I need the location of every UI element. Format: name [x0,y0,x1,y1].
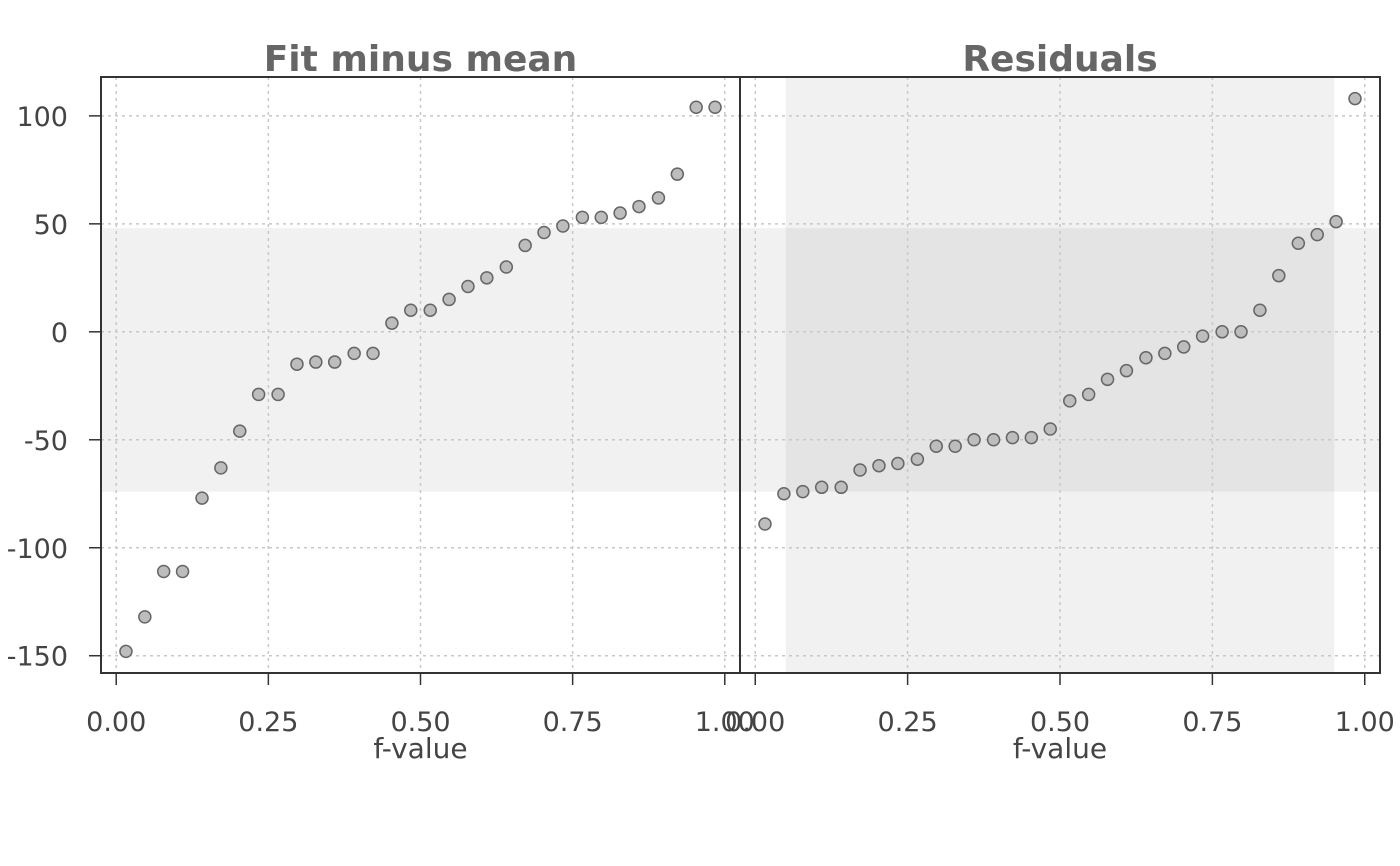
data-point [1195,329,1210,343]
data-point [834,480,848,495]
y-tick-label: 0 [51,318,68,349]
x-tick-label: 0.75 [1182,707,1242,738]
data-point [385,316,399,330]
data-point [1253,303,1267,317]
data-point [575,210,590,225]
x-axis-title: f-value [1013,732,1107,765]
x-tick-label: 0.00 [86,707,146,738]
y-tick-label: -150 [7,642,68,673]
x-axis-title: f-value [373,732,467,765]
data-point [670,167,685,181]
data-point [651,191,666,205]
x-tick-label: 0.50 [1030,707,1090,738]
data-point [1215,325,1229,339]
data-point [1119,363,1134,378]
data-point [594,210,608,225]
data-point [1158,346,1172,361]
data-point [967,433,981,447]
data-point [175,564,190,579]
panel-fit-minus-mean: Fit minus mean 0.00 0.25 0.50 0.75 1.00 f-valu… [86,39,755,765]
data-point [910,452,925,466]
x-tick-label: 0.75 [543,707,603,738]
data-point [195,491,209,505]
data-point [499,260,514,274]
data-point [156,564,171,579]
data-point [347,346,361,361]
data-point [986,433,1001,447]
data-point [271,387,285,402]
data-point [1348,91,1362,106]
data-point [814,480,829,495]
data-point [518,238,532,253]
panel-title: Residuals [962,39,1157,80]
data-point [948,439,962,454]
data-point [1329,214,1343,229]
data-point [777,487,791,501]
data-point [1234,325,1248,339]
data-point [1272,268,1286,283]
data-point [366,346,380,361]
data-point [537,225,551,240]
data-point [929,439,944,454]
data-point [442,292,456,307]
y-tick-label: -50 [24,426,68,457]
data-point [290,357,304,371]
x-tick-label: 0.25 [238,707,298,738]
data-point [233,424,247,438]
y-tick-label: 100 [16,102,68,133]
x-tick-label: 1.00 [695,707,755,738]
data-point [119,644,133,659]
data-point [1063,394,1077,408]
data-point [251,387,266,402]
data-point [891,456,905,471]
x-tick-label: 0.00 [725,707,785,738]
data-point [708,100,722,114]
panel-residuals: Residuals 0.00 0.25 0.50 0.75 1.00 f-value [725,39,1395,765]
data-point [1310,227,1324,242]
data-point [1043,422,1057,436]
data-point [404,303,418,317]
data-point [613,206,627,220]
data-point [872,458,886,473]
data-point [327,355,342,369]
data-point [1139,350,1153,365]
data-point [796,484,810,499]
data-point [1024,430,1039,445]
data-point [1005,430,1020,445]
data-point [214,461,228,475]
x-tick-label: 0.50 [390,707,450,738]
data-point [1291,236,1306,251]
data-point [853,463,867,477]
data-point [461,279,475,294]
y-tick-label: 50 [34,210,68,241]
data-point [1176,340,1191,354]
data-point [309,355,323,369]
data-point [689,100,703,114]
data-point [556,219,570,233]
data-point [1081,387,1096,402]
y-tick-label: -100 [7,534,68,565]
x-tick-label: 0.25 [878,707,938,738]
panel-title: Fit minus mean [264,39,578,80]
x-tick-label: 1.00 [1335,707,1395,738]
data-point [1100,372,1115,387]
data-point [632,199,646,214]
data-point [758,517,772,531]
data-point [423,303,437,317]
y-axis: 100 50 0 -50 -100 -150 [7,102,101,673]
data-point [480,271,494,285]
data-point [138,610,152,624]
